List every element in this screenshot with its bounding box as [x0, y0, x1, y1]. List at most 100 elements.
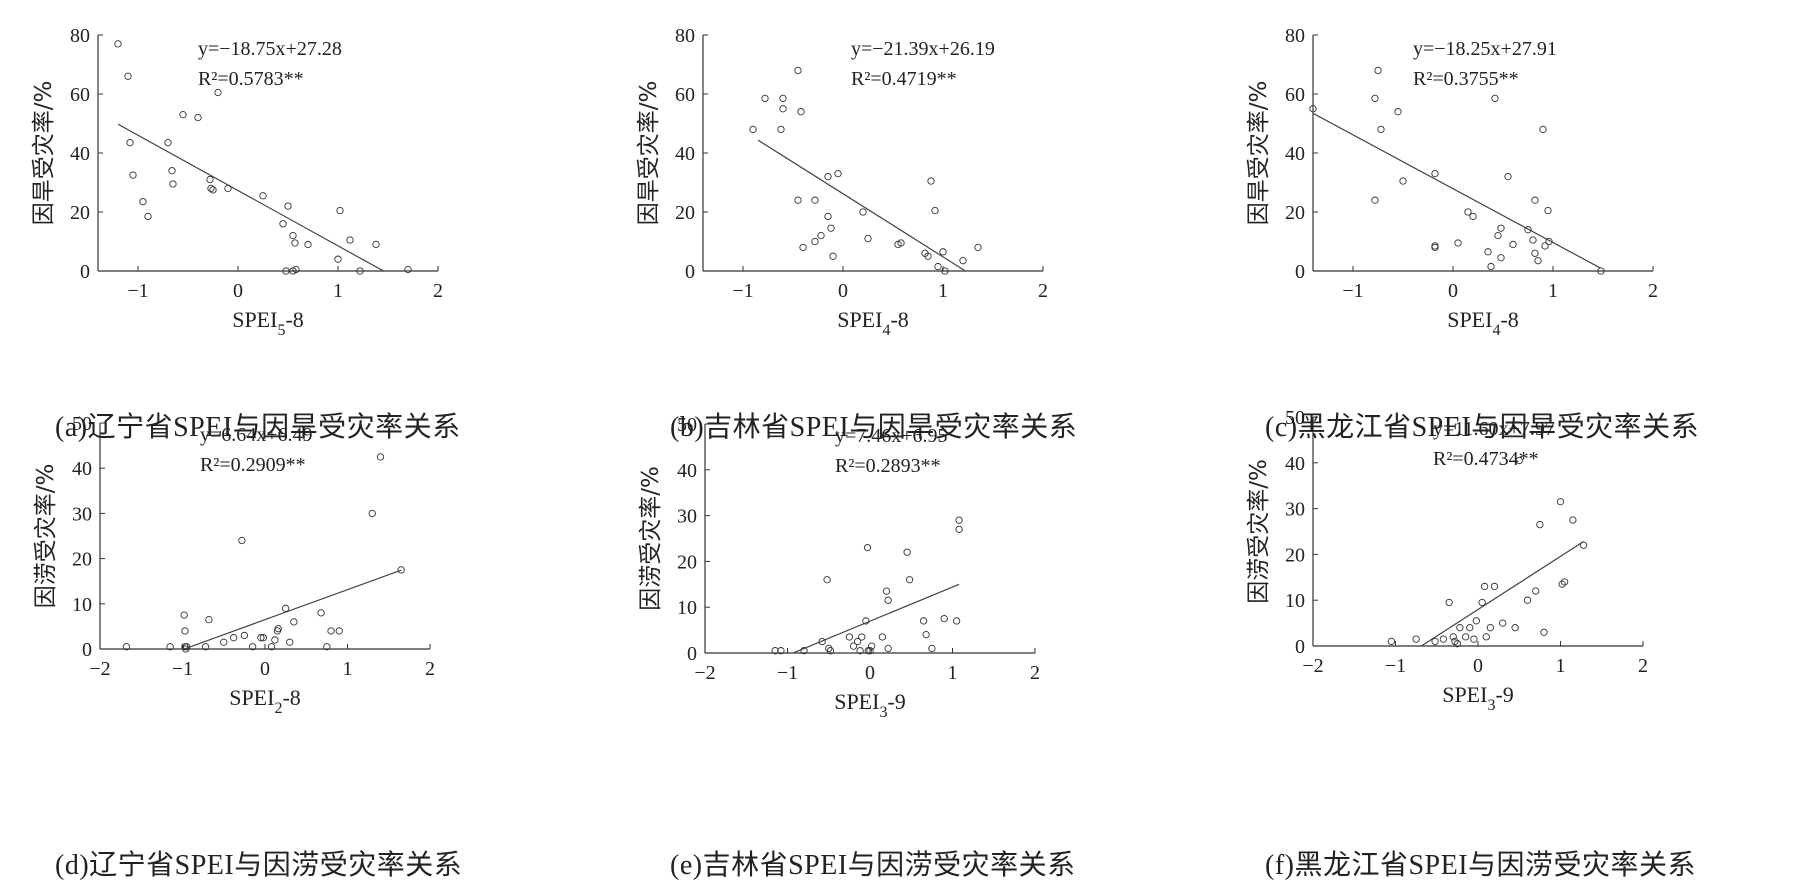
data-point	[897, 239, 905, 247]
data-point	[179, 111, 187, 119]
data-point	[919, 617, 928, 625]
data-point	[864, 234, 872, 243]
data-point	[863, 544, 872, 552]
data-point	[1523, 596, 1532, 604]
data-point	[209, 186, 217, 194]
plot-f: 0 10 20 30 40 50 −2 −1 0 1 2 SPEI3-9 因涝受灾率/% y=11.60x…	[1246, 407, 1648, 714]
plot-c: 0 20 40 60 80 −1 0 1 2 SPEI4-8 因旱受灾率/% y=−18.25x+27…	[1246, 25, 1658, 339]
x-tick-label: 1	[1556, 655, 1566, 677]
regression-line	[757, 139, 966, 272]
data-point	[168, 167, 176, 175]
data-point	[1431, 169, 1439, 178]
data-point	[859, 208, 867, 216]
data-point	[336, 206, 344, 215]
y-axis-label: 因旱受灾率/%	[31, 81, 57, 226]
data-point	[169, 180, 177, 188]
data-point	[1445, 598, 1453, 607]
data-point	[238, 536, 246, 545]
data-point	[794, 196, 802, 204]
r-squared-label: R²=0.5783**	[198, 68, 304, 90]
panel-f: 0 10 20 30 40 50 −2 −1 0 1 2 SPEI3-9 因涝受灾率/% y=11.60x…	[1210, 407, 1816, 840]
data-point	[214, 88, 222, 97]
r-squared-label: R²=0.4734**	[1433, 448, 1539, 470]
y-tick-label: 20	[70, 202, 90, 224]
y-tick-label: 60	[1285, 84, 1305, 106]
data-point	[404, 265, 412, 274]
y-axis-label: 因旱受灾率/%	[636, 81, 662, 226]
y-tick-label: 10	[1285, 590, 1305, 612]
data-point	[164, 139, 172, 147]
data-point	[327, 627, 335, 635]
regression-equation: y=11.60x+7.97	[1433, 418, 1555, 440]
data-point	[1560, 578, 1569, 586]
data-point	[811, 196, 819, 204]
panel-d: 0 10 20 30 40 50 −2 −1 0 1 2 SPEI2-8 因涝受灾率/% y=6.64x+…	[0, 413, 605, 840]
data-point	[368, 509, 376, 518]
y-tick-label: 20	[675, 202, 695, 224]
x-tick-label: 0	[233, 280, 243, 302]
data-point	[181, 627, 189, 635]
y-tick-label: 30	[72, 503, 92, 525]
data-point	[1469, 212, 1477, 221]
y-tick-label: 40	[1285, 143, 1305, 165]
data-point	[1579, 541, 1588, 549]
regression-equation: y=7.46x+6.95	[835, 425, 948, 447]
x-tick-label: 0	[838, 280, 848, 302]
y-tick-label: 40	[677, 460, 697, 482]
data-point	[834, 169, 842, 178]
x-tick-label: 2	[1648, 280, 1658, 302]
y-tick-label: 80	[70, 25, 90, 47]
data-point	[279, 220, 287, 228]
data-point	[866, 647, 874, 655]
data-point	[376, 453, 385, 461]
data-point	[1531, 196, 1539, 204]
data-point	[882, 587, 891, 595]
data-point	[1371, 196, 1379, 204]
data-point	[779, 94, 787, 103]
data-point	[1478, 598, 1486, 607]
data-point	[1374, 66, 1382, 75]
data-point	[144, 212, 152, 221]
data-point	[126, 139, 134, 147]
data-point	[867, 642, 876, 650]
caption-d: (d)辽宁省SPEI与因涝受灾率关系	[55, 850, 463, 881]
data-point	[800, 647, 808, 655]
data-point	[397, 566, 405, 574]
y-tick-label: 30	[677, 506, 697, 528]
data-point	[259, 634, 267, 642]
x-tick-label: −2	[694, 662, 715, 684]
data-point	[1464, 208, 1472, 216]
data-point	[1377, 125, 1385, 134]
y-tick-label: 50	[1285, 407, 1305, 429]
data-point	[826, 647, 835, 655]
data-point	[922, 631, 930, 639]
data-point	[878, 633, 887, 641]
data-point	[182, 643, 191, 651]
data-point	[853, 637, 862, 646]
data-point	[1431, 242, 1439, 250]
data-point	[122, 643, 131, 651]
data-point	[1504, 172, 1512, 181]
data-point	[1431, 637, 1439, 646]
panel-c: 0 20 40 60 80 −1 0 1 2 SPEI4-8 因旱受灾率/% y=−18.25x+27…	[1210, 0, 1816, 400]
data-point	[1387, 637, 1396, 646]
data-point	[1556, 498, 1565, 506]
data-point	[1494, 231, 1502, 240]
data-point	[1536, 520, 1544, 529]
data-point	[952, 617, 961, 625]
data-point	[1539, 125, 1547, 134]
x-tick-label: −1	[172, 658, 193, 680]
x-tick-label: 0	[1473, 655, 1483, 677]
data-point	[1439, 635, 1448, 643]
data-point	[205, 615, 213, 624]
caption-f: (f)黑龙江省SPEI与因涝受灾率关系	[1265, 850, 1697, 881]
y-tick-label: 0	[80, 261, 90, 283]
data-point	[289, 267, 297, 275]
x-axis-label: SPEI4-8	[837, 307, 909, 339]
data-point	[286, 638, 294, 646]
data-point	[940, 614, 948, 623]
y-tick-label: 80	[1285, 25, 1305, 47]
data-point	[166, 643, 174, 651]
data-point	[257, 634, 265, 642]
y-tick-label: 40	[675, 143, 695, 165]
